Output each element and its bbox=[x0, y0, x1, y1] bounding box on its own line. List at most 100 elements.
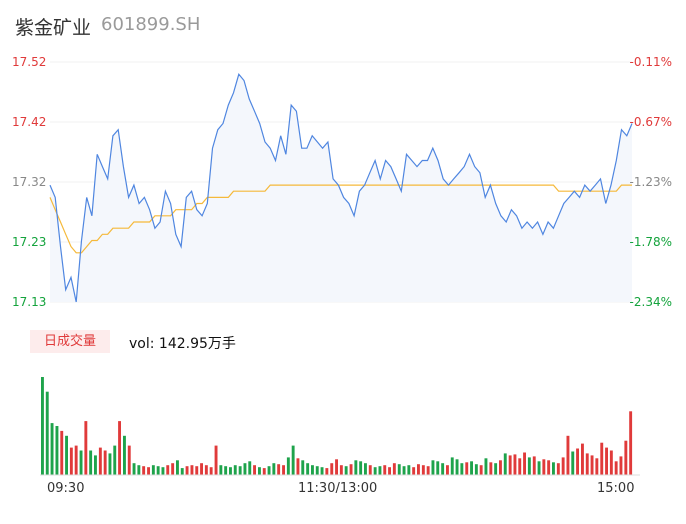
volume-bar bbox=[103, 450, 107, 475]
volume-bar bbox=[253, 465, 256, 475]
volume-bar bbox=[431, 460, 435, 475]
volume-bar bbox=[45, 391, 49, 475]
volume-bar bbox=[286, 457, 290, 475]
volume-value: vol: 142.95万手 bbox=[129, 336, 236, 352]
volume-bar bbox=[262, 468, 266, 475]
price-tick-left: 17.23 bbox=[12, 235, 47, 249]
stock-code: 601899.SH bbox=[101, 14, 201, 35]
volume-bar bbox=[132, 463, 136, 475]
volume-bar bbox=[258, 467, 261, 475]
volume-bar bbox=[460, 463, 464, 475]
volume-bar bbox=[595, 458, 599, 475]
volume-bar bbox=[383, 465, 387, 475]
volume-bar bbox=[137, 465, 141, 475]
volume-bar bbox=[344, 466, 348, 475]
volume-bar bbox=[518, 458, 522, 475]
volume-bar bbox=[489, 462, 493, 475]
volume-bar bbox=[65, 435, 68, 475]
volume-bar bbox=[243, 463, 247, 475]
volume-bar bbox=[113, 445, 117, 475]
volume-bar bbox=[79, 450, 83, 475]
volume-bar bbox=[552, 462, 555, 475]
volume-bar bbox=[629, 411, 633, 475]
volume-bar bbox=[161, 467, 165, 475]
volume-bar bbox=[364, 463, 367, 475]
volume-bar bbox=[335, 459, 338, 475]
volume-bar bbox=[315, 466, 319, 475]
volume-bar bbox=[166, 465, 170, 475]
pct-tick-right: -1.23% bbox=[629, 175, 672, 189]
volume-bar bbox=[484, 458, 488, 475]
volume-bar bbox=[527, 457, 531, 475]
volume-bar bbox=[238, 466, 242, 475]
volume-bar bbox=[123, 435, 126, 475]
volume-bar bbox=[441, 463, 445, 475]
volume-bar bbox=[590, 455, 594, 475]
volume-bar bbox=[474, 464, 478, 475]
volume-bar bbox=[142, 466, 146, 475]
volume-bar bbox=[581, 443, 584, 475]
volume-bar bbox=[151, 465, 155, 475]
volume-bar bbox=[402, 466, 406, 475]
volume-bar bbox=[50, 423, 54, 475]
volume-bar bbox=[94, 455, 97, 475]
volume-bar bbox=[446, 465, 449, 475]
volume-bar bbox=[171, 463, 175, 475]
volume-bar bbox=[455, 459, 459, 475]
volume-bar bbox=[499, 460, 502, 475]
volume-bar bbox=[176, 460, 179, 475]
volume-bar bbox=[378, 466, 382, 475]
volume-bar bbox=[118, 421, 121, 475]
volume-bar bbox=[542, 459, 546, 475]
volume-bar bbox=[204, 465, 208, 475]
volume-bar bbox=[229, 467, 232, 475]
volume-bar bbox=[556, 463, 560, 475]
volume-bar bbox=[508, 455, 512, 475]
volume-bar bbox=[523, 452, 526, 475]
volume-bar bbox=[320, 467, 324, 475]
volume-bar bbox=[368, 465, 372, 475]
volume-bar bbox=[233, 465, 237, 475]
volume-bar bbox=[571, 451, 575, 475]
volume-bar bbox=[600, 442, 604, 475]
volume-bar bbox=[301, 460, 305, 475]
volume-bars bbox=[41, 377, 633, 475]
volume-bar bbox=[494, 463, 498, 475]
time-tick-midday: 11:30/13:00 bbox=[298, 481, 378, 496]
volume-bar bbox=[532, 456, 536, 475]
volume-bar bbox=[108, 453, 112, 475]
volume-bar bbox=[185, 466, 189, 475]
volume-bar bbox=[330, 463, 334, 475]
volume-bar bbox=[354, 460, 358, 475]
volume-bar bbox=[619, 456, 623, 475]
volume-bar bbox=[296, 458, 300, 475]
average-price-line bbox=[49, 184, 632, 254]
pct-tick-right: -0.67% bbox=[629, 115, 672, 129]
volume-bar bbox=[147, 467, 150, 475]
volume-bar bbox=[450, 457, 454, 475]
volume-bar bbox=[436, 461, 440, 475]
volume-bar bbox=[392, 463, 396, 475]
daily-volume-badge[interactable]: 日成交量 bbox=[30, 330, 110, 353]
volume-bar bbox=[267, 466, 271, 475]
volume-bar bbox=[325, 468, 329, 475]
volume-bar bbox=[605, 447, 608, 475]
price-area bbox=[50, 74, 632, 302]
volume-bar bbox=[349, 464, 353, 475]
volume-bar bbox=[277, 464, 281, 475]
volume-bar bbox=[190, 465, 194, 475]
volume-bar bbox=[200, 463, 203, 475]
volume-bar bbox=[397, 464, 401, 475]
volume-bar bbox=[156, 466, 160, 475]
volume-bar bbox=[503, 453, 507, 475]
volume-bar bbox=[219, 465, 223, 475]
volume-bar bbox=[282, 465, 285, 475]
volume-bar bbox=[407, 465, 411, 475]
volume-bar bbox=[388, 467, 391, 475]
volume-bar bbox=[479, 465, 483, 475]
volume-bar bbox=[306, 463, 310, 475]
volume-bar bbox=[576, 448, 579, 475]
volume-bar bbox=[248, 461, 252, 475]
volume-bar bbox=[180, 468, 184, 475]
